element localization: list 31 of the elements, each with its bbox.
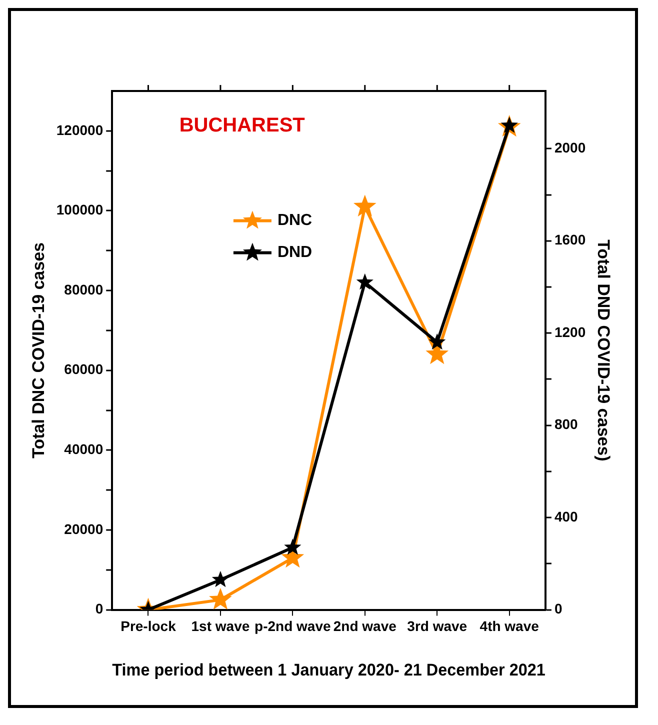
- point: [353, 194, 376, 216]
- y2-tick-label: 1600: [554, 232, 586, 248]
- y2-axis-title: Total DND COVID-19 cases): [594, 240, 614, 462]
- x-tick-label: p-2nd wave: [254, 618, 332, 634]
- y2-tick-label: 800: [554, 416, 578, 432]
- y-tick-label: 40000: [64, 441, 104, 458]
- x-axis-title: Time period between 1 January 2020- 21 December 2021: [112, 660, 546, 680]
- x-tick-label: 3rd wave: [407, 618, 468, 634]
- point: [356, 273, 374, 290]
- point: [209, 588, 232, 610]
- point: [212, 570, 230, 588]
- x-tick-label: Pre-lock: [120, 618, 176, 634]
- y2-tick-label: 400: [554, 508, 578, 524]
- y-tick-label: 60000: [64, 361, 104, 378]
- y2-tick-label: 0: [554, 600, 562, 617]
- y-tick-label: 20000: [64, 520, 104, 537]
- x-tick-label: 4th wave: [480, 618, 540, 634]
- point: [428, 333, 446, 350]
- point: [284, 538, 302, 555]
- y-tick-label: 120000: [56, 122, 104, 138]
- legend-label: DNC: [277, 212, 313, 230]
- x-tick-label: 1st wave: [191, 618, 250, 634]
- legend-label: DND: [277, 244, 312, 262]
- y2-tick-label: 2000: [554, 140, 586, 156]
- y-tick-label: 80000: [64, 281, 104, 298]
- y-tick-label: 100000: [56, 202, 104, 218]
- y-axis-title: Total DNC COVID-19 cases: [28, 242, 48, 458]
- y-tick-label: 0: [95, 600, 104, 617]
- y2-tick-label: 1200: [554, 324, 586, 340]
- x-tick-label: 2nd wave: [333, 618, 397, 634]
- text: BUCHAREST: [179, 114, 305, 137]
